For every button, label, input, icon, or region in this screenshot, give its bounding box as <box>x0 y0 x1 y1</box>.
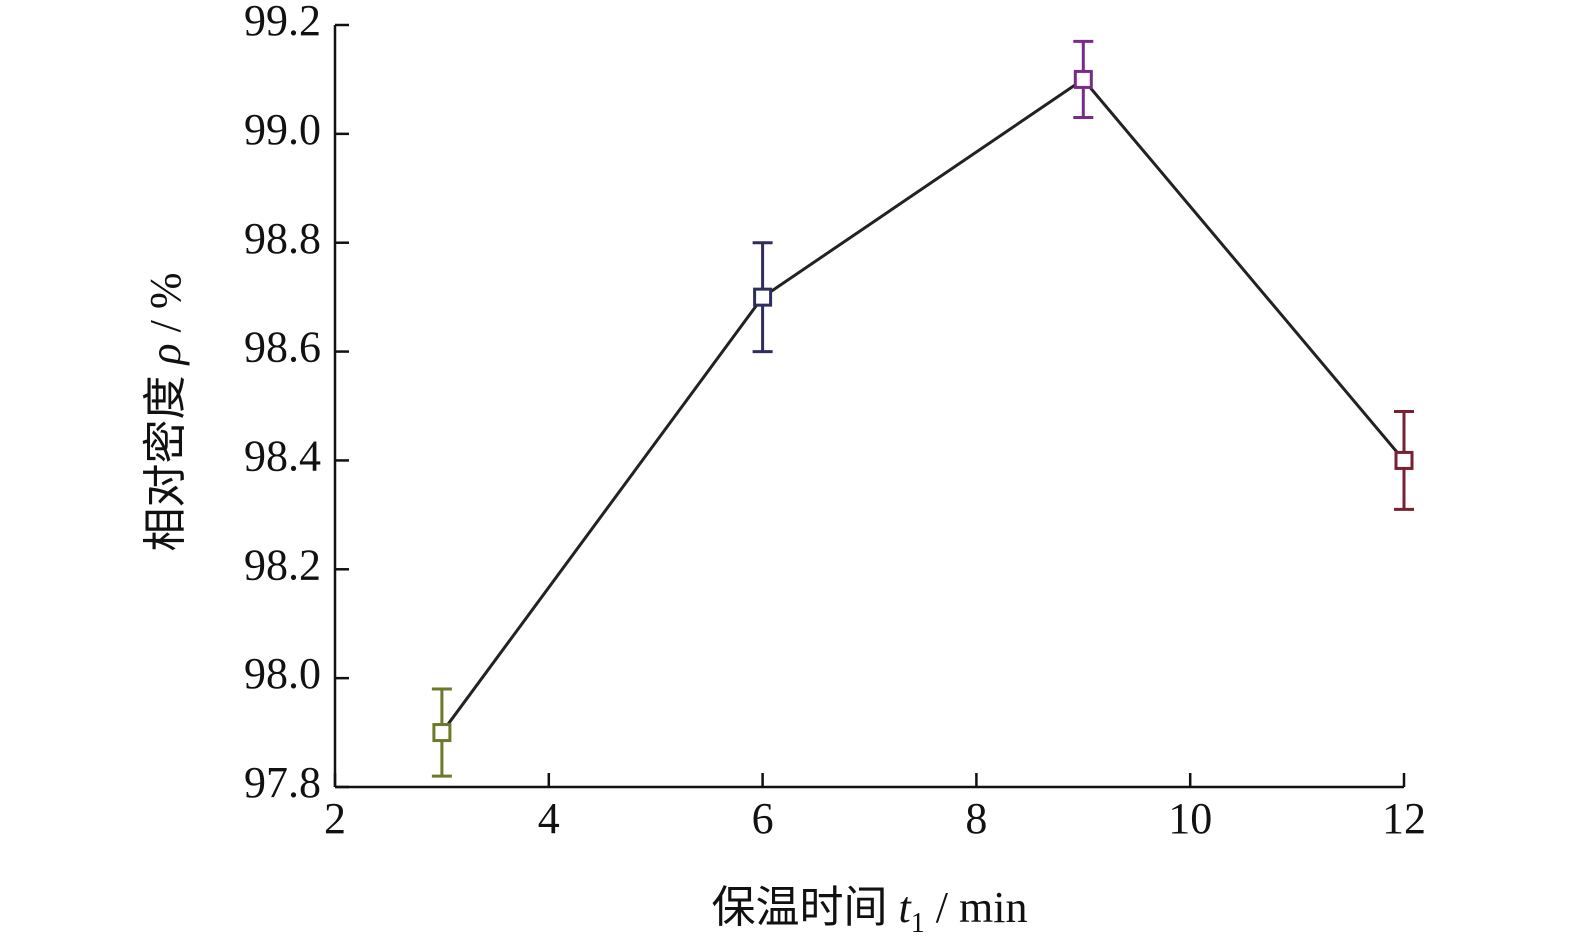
marker <box>753 287 773 307</box>
x-label-part: 保温时间 <box>712 883 899 932</box>
x-tick-label: 2 <box>324 794 346 843</box>
marker <box>1073 69 1093 89</box>
y-tick-label: 98.4 <box>244 432 321 481</box>
y-tick-label: 97.8 <box>244 758 321 807</box>
x-tick-label: 4 <box>538 794 560 843</box>
y-tick-label: 98.2 <box>244 540 321 589</box>
x-label-part: t <box>899 883 913 932</box>
y-label-part: / % <box>141 272 190 343</box>
y-tick-label: 98.6 <box>244 323 321 372</box>
x-label-part: 1 <box>911 908 925 939</box>
y-tick-label: 99.2 <box>244 0 321 45</box>
x-axis-label: 保温时间 t1 / min <box>712 883 1028 939</box>
y-tick-label: 98.0 <box>244 649 321 698</box>
data-line <box>440 77 1406 734</box>
x-tick-label: 8 <box>965 794 987 843</box>
x-tick-label: 12 <box>1382 794 1426 843</box>
x-tick-label: 10 <box>1168 794 1212 843</box>
y-tick-label: 99.0 <box>244 105 321 154</box>
y-axis-label: 相对密度 ρ / % <box>141 272 190 551</box>
y-label-part: ρ <box>141 343 190 366</box>
x-label-part: / min <box>925 883 1028 932</box>
y-label-part: 相对密度 <box>141 365 190 552</box>
marker <box>432 723 452 743</box>
marker <box>1394 450 1414 470</box>
y-tick-label: 98.8 <box>244 214 321 263</box>
x-tick-label: 6 <box>752 794 774 843</box>
